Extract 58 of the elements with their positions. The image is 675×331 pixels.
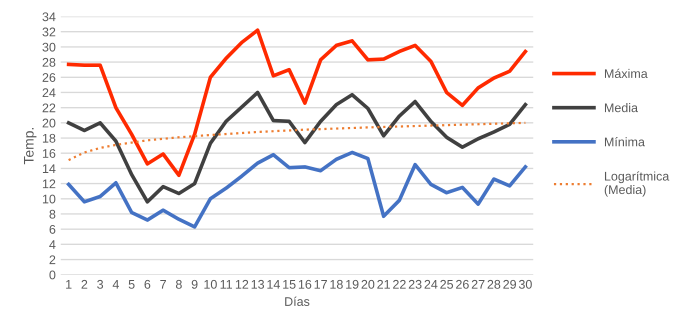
x-tick-label: 26 — [456, 280, 469, 289]
y-tick-label: 10 — [42, 194, 56, 204]
x-tick-label: 20 — [362, 280, 374, 289]
legend-label: Máxima — [604, 68, 648, 78]
x-tick-label: 19 — [346, 280, 358, 289]
y-tick-label: 28 — [42, 58, 56, 67]
y-tick-label: 18 — [42, 134, 56, 143]
x-tick-label: 18 — [330, 280, 343, 289]
legend-label: Mínima — [604, 137, 645, 146]
x-tick-label: 7 — [160, 280, 166, 289]
line-series — [68, 122, 526, 162]
x-tick-label: 11 — [220, 280, 232, 289]
legend-label: Logarítmica (Media) — [604, 171, 670, 197]
x-tick-label: 14 — [267, 280, 280, 289]
y-tick-label: 0 — [49, 270, 56, 280]
y-tick-label: 20 — [42, 118, 56, 128]
x-tick-label: 12 — [236, 280, 248, 289]
x-tick-label: 4 — [112, 280, 119, 289]
line-series — [66, 150, 528, 229]
x-tick-label: 25 — [440, 280, 454, 289]
x-tick-label: 6 — [144, 280, 150, 289]
x-tick-label: 2 — [82, 280, 88, 289]
x-tick-label: 27 — [472, 280, 484, 289]
x-tick-label: 29 — [503, 280, 516, 289]
x-tick-label: 23 — [408, 280, 422, 289]
y-tick-label: 8 — [49, 210, 56, 219]
y-tick-label: 30 — [42, 42, 56, 52]
y-tick-label: 14 — [42, 164, 56, 173]
y-tick-label: 2 — [50, 255, 56, 264]
x-tick-label: 10 — [204, 280, 217, 289]
x-tick-label: 15 — [283, 280, 296, 289]
x-tick-label: 9 — [192, 280, 198, 289]
x-tick-label: 17 — [314, 280, 327, 289]
y-tick-label: 34 — [42, 12, 56, 22]
x-tick-label: 5 — [128, 280, 135, 289]
y-tick-label: 32 — [42, 28, 56, 36]
y-tick-label: 26 — [42, 73, 56, 82]
x-tick-label: 3 — [97, 280, 104, 289]
line-series — [66, 90, 528, 204]
y-axis-title: Temp. — [24, 128, 36, 164]
x-tick-label: 1 — [66, 280, 72, 289]
x-tick-label: 8 — [176, 280, 182, 289]
x-tick-label: 13 — [252, 280, 264, 289]
legend-label: Media — [604, 103, 638, 112]
x-tick-label: 16 — [298, 280, 312, 289]
x-tick-label: 24 — [424, 280, 438, 289]
y-tick-label: 24 — [42, 88, 56, 98]
y-tick-label: 12 — [42, 179, 56, 188]
y-tick-label: 22 — [42, 103, 56, 112]
x-tick-label: 21 — [377, 280, 390, 289]
line-series — [66, 28, 528, 178]
x-tick-label: 30 — [518, 280, 532, 289]
y-tick-label: 4 — [49, 240, 56, 249]
x-axis-title: Días — [285, 296, 310, 306]
x-tick-label: 22 — [393, 280, 406, 289]
y-tick-label: 16 — [42, 149, 56, 158]
y-tick-label: 6 — [50, 224, 56, 234]
x-tick-label: 28 — [488, 280, 500, 289]
